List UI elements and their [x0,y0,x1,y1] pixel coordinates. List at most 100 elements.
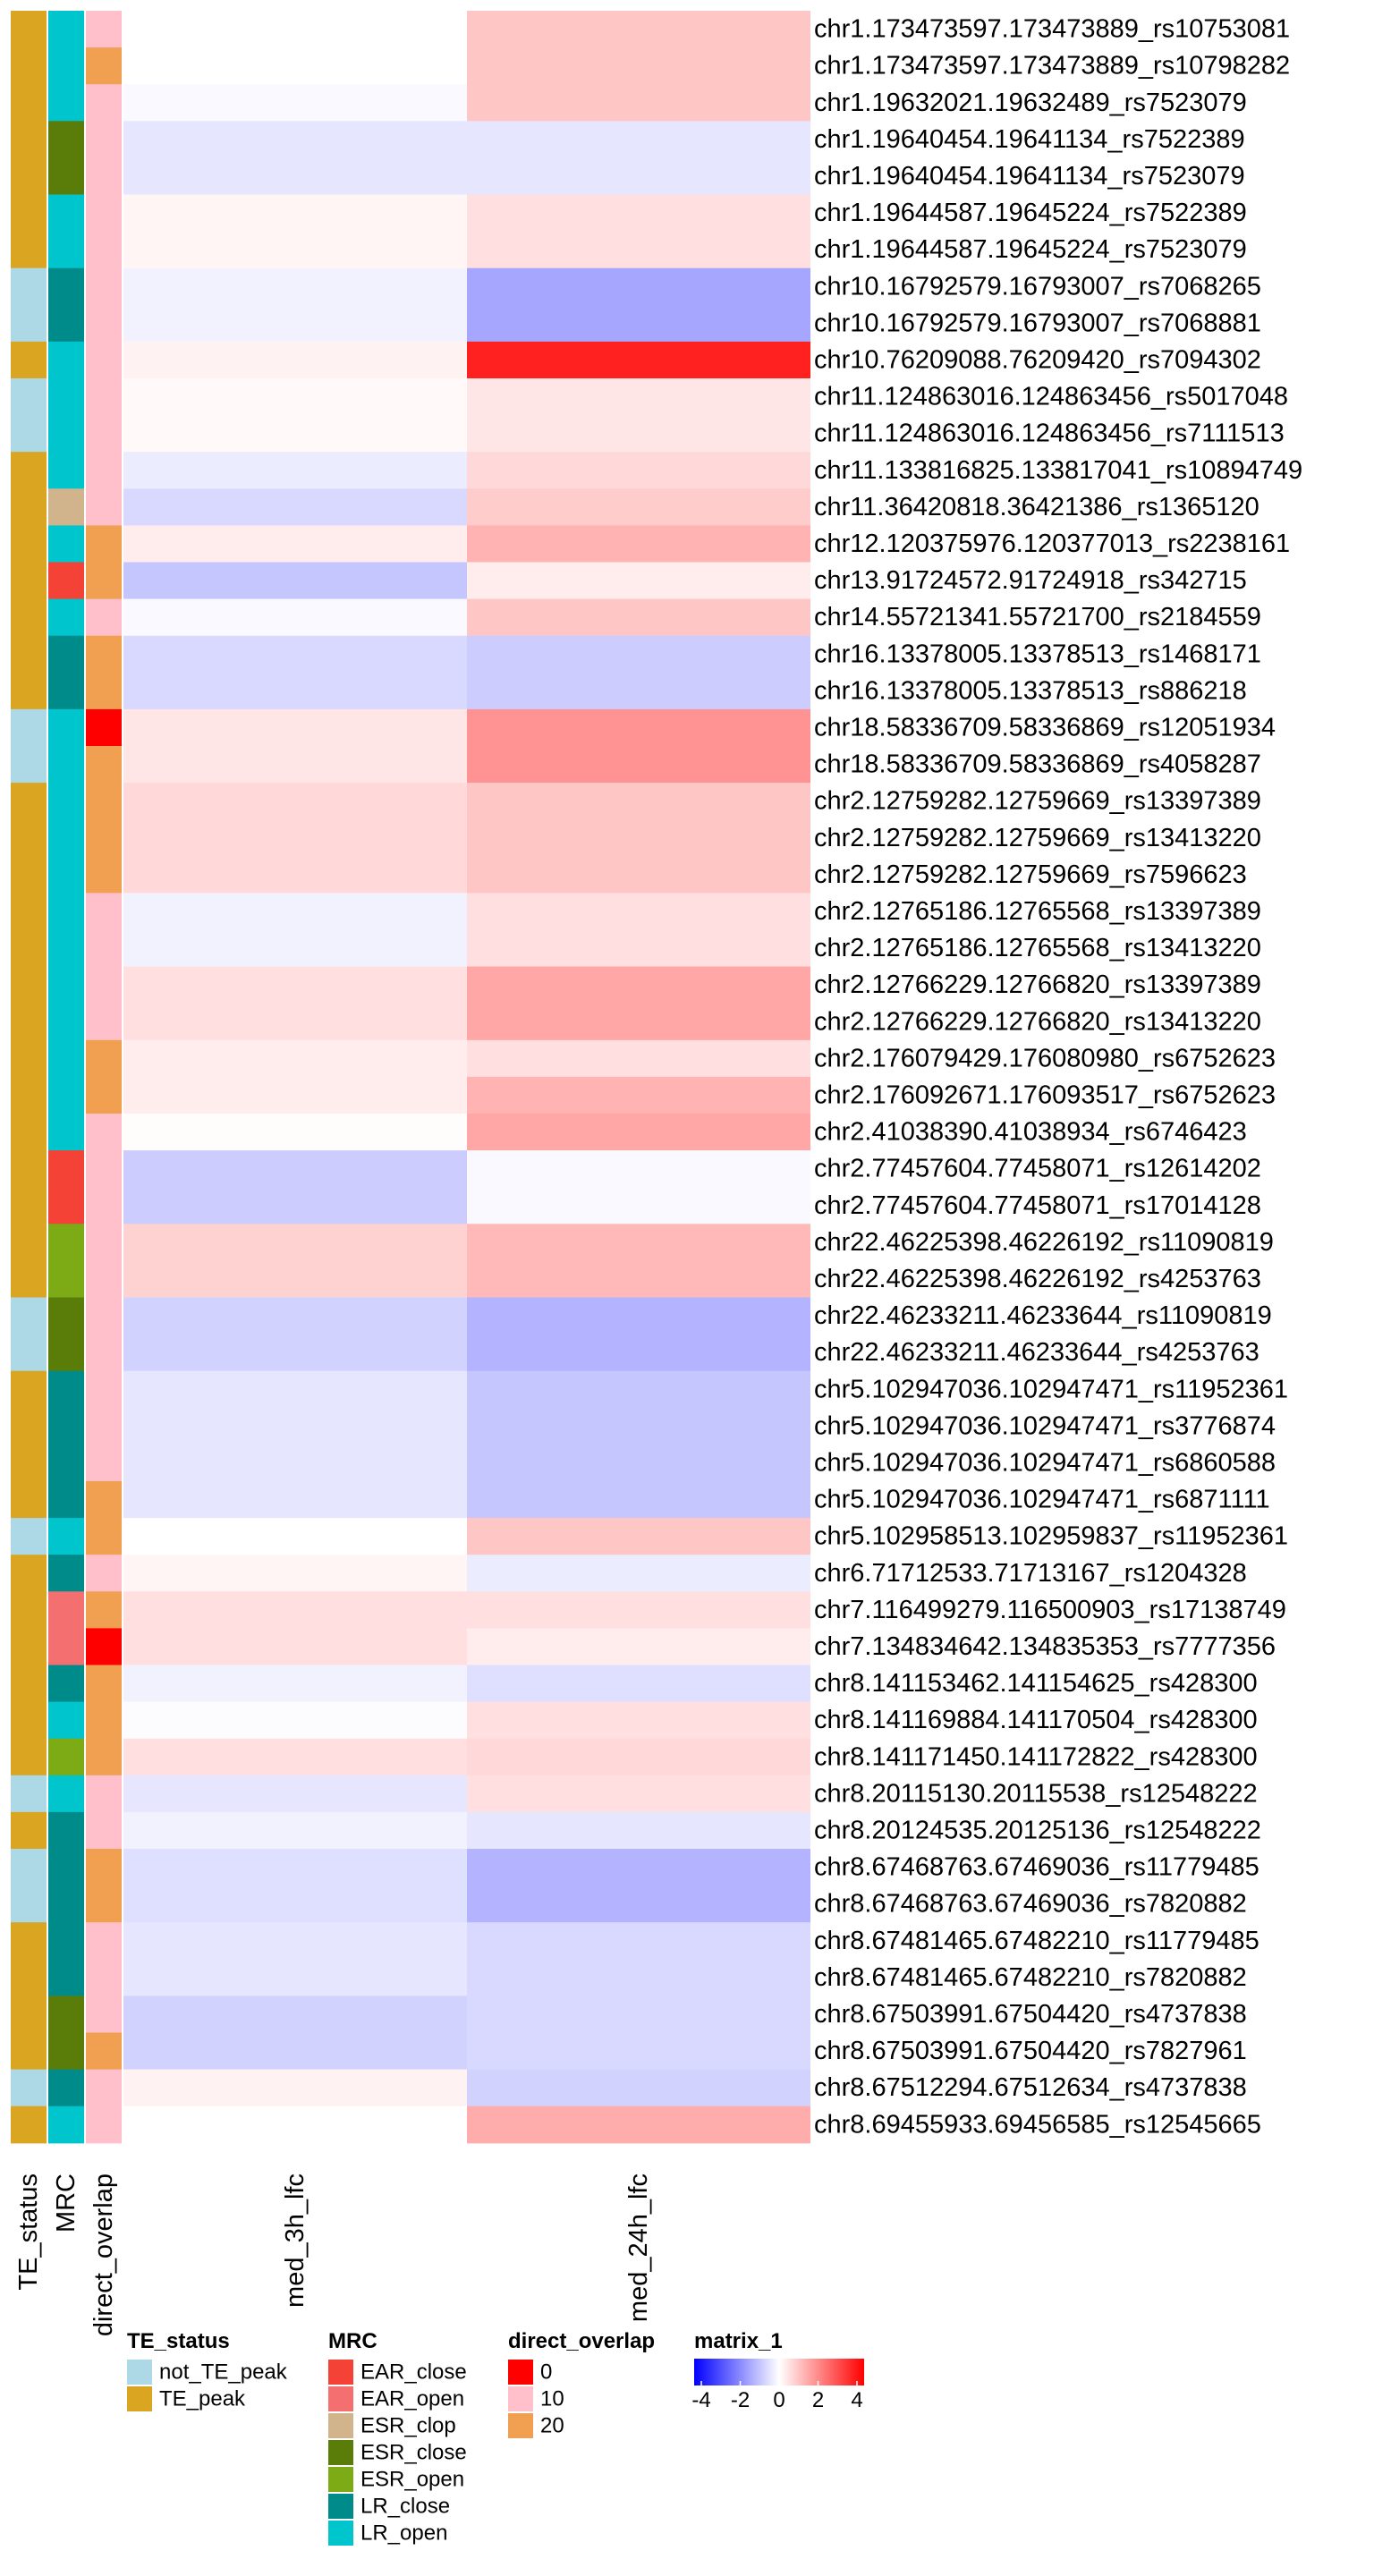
heatmap-cell [123,598,467,637]
row-label: chr2.77457604.77458071_rs17014128 [814,1191,1261,1220]
annotation-cell-mrc [48,1811,84,1850]
annotation-cell-direct-overlap [86,856,122,894]
annotation-cell-direct-overlap [86,1811,122,1850]
heatmap-cell [467,1849,810,1886]
row-label: chr16.13378005.13378513_rs886218 [814,676,1247,705]
heatmap-cell [467,1922,810,1960]
annotation-cell-direct-overlap [86,1628,122,1666]
heatmap-cell [123,819,467,857]
heatmap-cell [467,783,810,820]
annotation-cell-te-status [11,1996,47,2034]
legend-label: LR_close [360,2495,450,2519]
annotation-cell-mrc [48,1996,84,2034]
heatmap-cell [123,415,467,453]
annotation-cell-te-status [11,2106,47,2144]
row-label: chr2.176079429.176080980_rs6752623 [814,1044,1276,1072]
annotation-cell-mrc [48,1481,84,1519]
heatmap-cell [123,966,467,1004]
row-label: chr7.134834642.134835353_rs7777356 [814,1632,1276,1661]
row-label: chr1.19644587.19645224_rs7522389 [814,199,1247,227]
legend-title: MRC [328,2329,377,2353]
row-label: chr8.67503991.67504420_rs4737838 [814,2000,1247,2029]
annotation-cell-mrc [48,2032,84,2071]
annotation-cell-mrc [48,304,84,343]
annotation-cell-direct-overlap [86,1370,122,1409]
annotation-cell-mrc [48,1849,84,1886]
heatmap-cell [467,2032,810,2071]
annotation-cell-mrc [48,1518,84,1555]
heatmap-cell [467,2069,810,2107]
annotation-cell-te-status [11,1334,47,1372]
row-label: chr8.67503991.67504420_rs7827961 [814,2037,1247,2065]
annotation-cell-te-status [11,2069,47,2107]
legend-swatch [328,2494,353,2519]
legend-swatch [328,2440,353,2465]
heatmap-cell [467,231,810,269]
annotation-cell-mrc [48,1114,84,1151]
annotation-cell-te-status [11,1114,47,1151]
row-label: chr2.12759282.12759669_rs13413220 [814,824,1261,852]
legend-label: TE_peak [159,2387,246,2411]
heatmap-cell [123,1811,467,1850]
row-label: chr8.67512294.67512634_rs4737838 [814,2073,1247,2102]
annotation-cell-mrc [48,1187,84,1224]
annotation-cell-te-status [11,929,47,968]
annotation-cell-mrc [48,1370,84,1409]
annotation-cell-direct-overlap [86,1775,122,1813]
row-label: chr2.12766229.12766820_rs13397389 [814,970,1261,999]
annotation-cell-mrc [48,415,84,453]
annotation-cell-te-status [11,1003,47,1041]
annotation-cell-te-status [11,84,47,122]
heatmap-cell [467,415,810,453]
annotation-cell-direct-overlap [86,84,122,122]
annotation-cell-te-status [11,1628,47,1666]
heatmap-cell [467,1444,810,1482]
row-label: chr10.76209088.76209420_rs7094302 [814,345,1261,374]
legend-label: 20 [540,2414,564,2438]
annotation-cell-te-status [11,1885,47,1923]
heatmap-cell [467,893,810,931]
annotation-cell-mrc [48,1591,84,1629]
heatmap-cell [467,929,810,968]
heatmap-cell [123,708,467,747]
annotation-cell-te-status [11,1407,47,1445]
heatmap-cell [123,2069,467,2107]
annotation-cell-mrc [48,1555,84,1592]
heatmap-cell [467,47,810,85]
heatmap-cell [123,1444,467,1482]
row-label: chr5.102947036.102947471_rs6871111 [814,1486,1270,1514]
legend-label: 10 [540,2387,564,2411]
heatmap-cell [467,1334,810,1372]
annotation-cell-direct-overlap [86,1444,122,1482]
heatmap-cell [123,672,467,710]
annotation-cell-direct-overlap [86,1187,122,1224]
heatmap-cell [123,341,467,379]
legend-swatch [328,2360,353,2385]
annotation-cell-mrc [48,1959,84,1996]
annotation-cell-te-status [11,378,47,416]
annotation-cell-te-status [11,2032,47,2071]
annotation-cell-mrc [48,2069,84,2107]
annotation-cell-te-status [11,1076,47,1114]
row-label: chr18.58336709.58336869_rs12051934 [814,713,1276,741]
row-label: chr8.67481465.67482210_rs7820882 [814,1963,1247,1992]
annotation-cell-te-status [11,1555,47,1592]
row-label: chr1.19632021.19632489_rs7523079 [814,89,1247,117]
annotation-cell-direct-overlap [86,121,122,158]
row-label: chr2.12759282.12759669_rs13397389 [814,787,1261,816]
heatmap-cell [123,1334,467,1372]
row-label: chr11.124863016.124863456_rs7111513 [814,419,1285,448]
legend-label: EAR_close [360,2360,467,2385]
legend-label: 0 [540,2360,552,2385]
legends: TE_statusnot_TE_peakTE_peakMRCEAR_closeE… [127,2329,864,2546]
row-label: chr22.46233211.46233644_rs11090819 [814,1301,1272,1330]
heatmap-cell [123,267,467,306]
annotation-cell-direct-overlap [86,488,122,526]
annotation-cell-direct-overlap [86,267,122,306]
annotation-cell-direct-overlap [86,1959,122,1996]
heatmap-cell [123,2032,467,2071]
annotation-cell-mrc [48,1628,84,1666]
row-label: chr2.12765186.12765568_rs13397389 [814,897,1261,926]
annotation-cell-mrc [48,267,84,306]
heatmap-cell [123,1555,467,1592]
